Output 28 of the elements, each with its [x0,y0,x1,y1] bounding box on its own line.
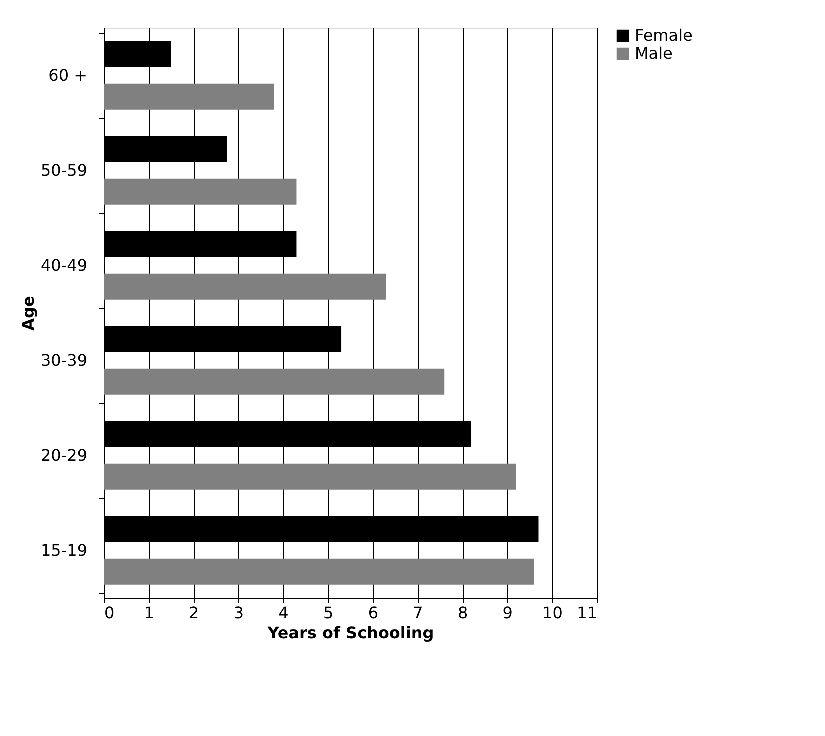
bar [104,464,516,490]
x-tick-label: 9 [502,604,513,622]
y-tick-label: 40-49 [41,256,88,275]
x-tick-label: 11 [577,604,598,622]
bar [104,84,274,110]
legend-label: Male [635,44,673,63]
legend-label: Female [635,26,693,45]
y-tick-label: 15-19 [41,541,88,560]
x-tick-label: 2 [189,604,200,622]
x-tick-label: 0 [104,604,115,622]
bar [104,178,297,205]
bar [104,368,445,395]
x-tick-label: 7 [413,604,424,622]
bar [104,274,386,300]
x-tick-label: 5 [323,604,334,622]
x-tick-label: 10 [542,604,563,622]
x-tick-label: 3 [234,604,244,622]
y-tick-label: 50-59 [41,161,88,180]
x-tick-label: 1 [144,604,154,622]
y-tick-label: 60 + [48,66,88,85]
y-tick-label: 30-39 [41,351,88,370]
x-tick-label: 4 [278,604,289,622]
y-axis-title: Age [19,296,38,331]
x-tick-label: 6 [368,604,379,622]
bar [104,558,534,585]
x-axis-title: Years of Schooling [266,624,434,642]
x-tick-label: 8 [458,604,468,622]
y-tick-label: 20-29 [41,446,88,465]
